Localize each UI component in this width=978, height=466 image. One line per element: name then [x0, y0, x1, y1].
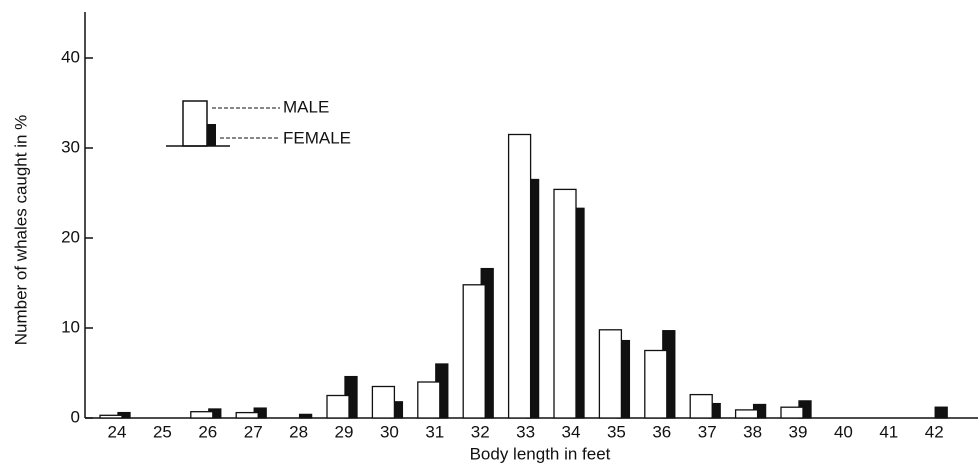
- male-bar: [327, 396, 349, 419]
- x-tick-label: 32: [471, 422, 490, 441]
- y-tick-label: 20: [61, 227, 80, 246]
- x-tick-label: 35: [607, 422, 626, 441]
- x-tick-label: 40: [834, 422, 853, 441]
- male-bar: [418, 382, 440, 418]
- male-bar: [690, 395, 712, 418]
- y-axis-label: Number of whales caught in %: [11, 115, 30, 346]
- male-bar: [509, 135, 531, 419]
- x-tick-label: 29: [335, 422, 354, 441]
- x-tick-label: 34: [562, 422, 581, 441]
- legend-label: FEMALE: [283, 128, 351, 147]
- legend-male-swatch: [183, 101, 207, 146]
- y-tick-label: 30: [61, 137, 80, 156]
- male-bar: [463, 285, 485, 418]
- x-tick-label: 37: [698, 422, 717, 441]
- male-bar: [236, 413, 258, 418]
- x-tick-label: 33: [516, 422, 535, 441]
- male-bar: [100, 415, 122, 418]
- x-tick-label: 26: [198, 422, 217, 441]
- x-tick-label: 28: [289, 422, 308, 441]
- y-tick-label: 40: [61, 47, 80, 66]
- x-tick-label: 30: [380, 422, 399, 441]
- female-bar: [935, 407, 947, 418]
- x-tick-label: 24: [108, 422, 127, 441]
- x-tick-label: 27: [244, 422, 263, 441]
- male-bar: [781, 407, 803, 418]
- female-bar: [300, 414, 312, 418]
- x-axis-label: Body length in feet: [470, 444, 611, 463]
- x-tick-label: 31: [425, 422, 444, 441]
- chart: Number of whales caught in % Body length…: [0, 0, 978, 466]
- legend-label: MALE: [283, 97, 329, 116]
- x-tick-label: 42: [925, 422, 944, 441]
- x-tick-label: 38: [743, 422, 762, 441]
- x-tick-label: 36: [652, 422, 671, 441]
- male-bar: [736, 410, 758, 418]
- x-tick-label: 39: [789, 422, 808, 441]
- legend-female-swatch: [207, 124, 216, 146]
- x-tick-label: 41: [879, 422, 898, 441]
- male-bar: [599, 330, 621, 418]
- male-bar: [554, 189, 576, 418]
- x-tick-label: 25: [153, 422, 172, 441]
- male-bar: [372, 387, 394, 419]
- y-tick-label: 10: [61, 317, 80, 336]
- male-bar: [645, 351, 667, 419]
- y-tick-label: 0: [71, 407, 80, 426]
- legend: MALE FEMALE: [166, 97, 351, 147]
- male-bar: [191, 412, 213, 418]
